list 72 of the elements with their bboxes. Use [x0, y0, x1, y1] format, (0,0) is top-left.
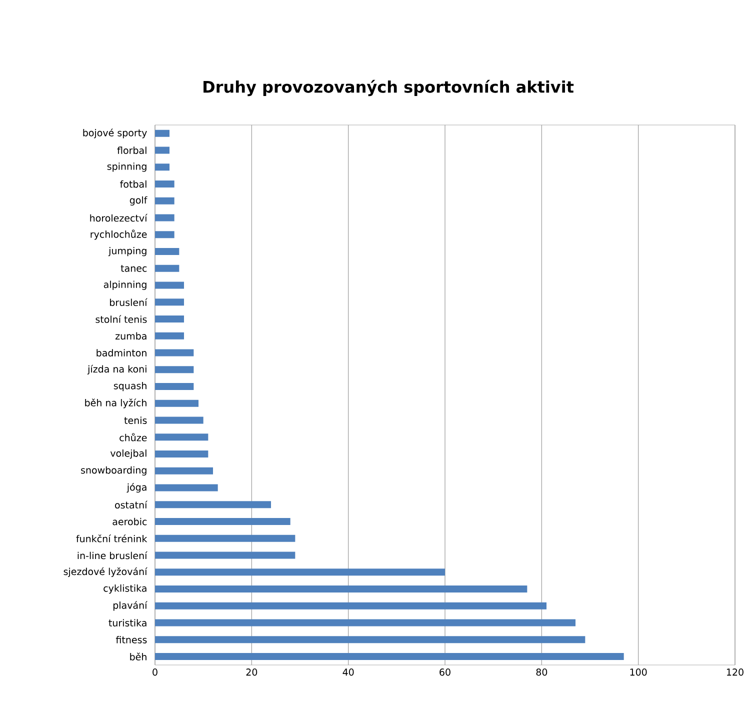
y-tick-label: bojové sporty	[83, 128, 147, 138]
x-tick-label: 120	[726, 668, 744, 676]
x-tick-label: 100	[630, 668, 647, 676]
bar	[155, 248, 180, 256]
bar	[155, 602, 547, 610]
bar	[155, 298, 184, 306]
bar	[155, 467, 214, 474]
x-tick-label: 20	[246, 668, 258, 676]
y-tick-label: rychlochůze	[90, 230, 147, 240]
y-tick-label: fitness	[116, 636, 147, 644]
bar	[155, 400, 199, 407]
bar	[155, 619, 576, 626]
bar	[155, 264, 180, 272]
y-tick-label: bruslení	[110, 298, 148, 306]
bar	[155, 316, 184, 323]
bar	[155, 197, 174, 204]
bar	[155, 366, 194, 374]
bar	[155, 534, 296, 542]
bar	[155, 416, 204, 424]
bar	[155, 383, 194, 390]
y-tick-label: plavání	[113, 601, 148, 611]
bar	[155, 586, 528, 593]
y-tick-label: florbal	[117, 146, 146, 154]
bar	[155, 568, 446, 576]
bar	[155, 180, 174, 188]
y-tick-label: jumping	[108, 246, 146, 256]
y-tick-label: golf	[130, 196, 148, 206]
bar	[155, 552, 296, 559]
bar	[155, 518, 290, 526]
y-tick-label: jízda na koni	[87, 364, 146, 374]
bar	[155, 146, 170, 154]
x-tick-label: 0	[152, 668, 158, 676]
bar	[155, 164, 170, 171]
y-tick-label: snowboarding	[81, 466, 146, 476]
y-tick-label: běh	[130, 652, 146, 660]
y-tick-label: fotbal	[120, 180, 146, 188]
y-tick-label: badminton	[96, 349, 146, 356]
chart-title: Druhy provozovaných sportovních aktivit	[204, 80, 574, 96]
bar	[155, 282, 184, 289]
y-tick-label: in-line bruslení	[78, 551, 148, 560]
bar	[155, 434, 208, 441]
y-tick-label: alpinning	[104, 280, 146, 290]
bar	[155, 214, 174, 222]
bar	[155, 484, 218, 492]
y-tick-label: turistika	[108, 619, 146, 626]
y-tick-label: cyklistika	[104, 584, 146, 594]
bar	[155, 332, 184, 340]
y-tick-label: horolezectví	[90, 214, 148, 222]
y-tick-label: squash	[114, 382, 146, 392]
bar	[155, 501, 272, 508]
x-tick-label: 40	[342, 668, 354, 676]
bar	[155, 653, 624, 660]
y-tick-label: funkční trénink	[76, 534, 148, 542]
bar	[155, 231, 174, 238]
y-tick-label: sjezdové lyžování	[64, 567, 148, 577]
y-tick-label: stolní tenis	[96, 315, 147, 323]
bar	[155, 636, 586, 644]
x-tick-label: 80	[536, 668, 548, 676]
y-tick-label: ostatní	[115, 500, 148, 509]
y-tick-label: spinning	[107, 162, 146, 172]
y-tick-label: tanec	[120, 265, 147, 272]
x-tick-label: 60	[440, 668, 450, 676]
y-tick-label: tenis	[124, 416, 147, 424]
y-tick-label: zumba	[116, 332, 146, 340]
y-tick-label: volejbal	[110, 449, 146, 459]
y-tick-label: jóga	[126, 483, 146, 493]
y-tick-label: aerobic	[112, 518, 147, 526]
bar	[155, 130, 170, 137]
y-tick-label: chůze	[120, 433, 147, 442]
y-tick-label: běh na lyžích	[85, 398, 146, 408]
bar	[155, 349, 194, 356]
bar	[155, 450, 208, 458]
